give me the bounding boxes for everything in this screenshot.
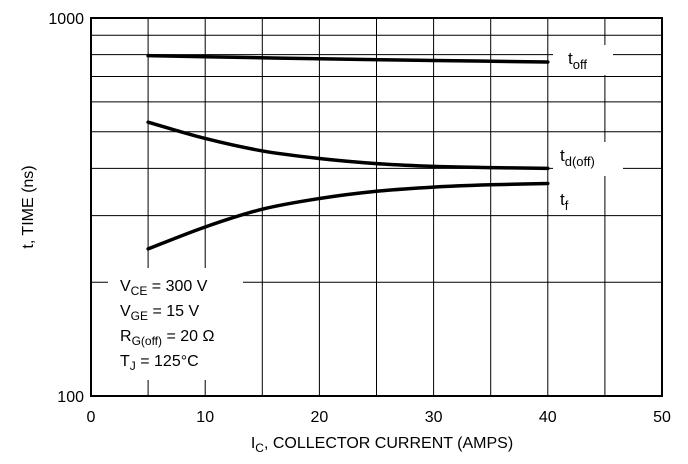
series-label-bg [553, 45, 613, 75]
series-label-tf: tf [560, 190, 569, 213]
series-line-1 [146, 120, 550, 171]
x-tick-label: 50 [653, 409, 671, 426]
series-label-tdoff: td(off) [560, 146, 595, 169]
annotation-tj: TJ = 125°C [120, 353, 199, 373]
series-label-toff: toff [568, 49, 587, 72]
x-axis-title: IC, COLLECTOR CURRENT (AMPS) [251, 435, 513, 455]
plot-frame [90, 17, 663, 397]
series-line-2 [146, 181, 550, 251]
y-axis-title: t, TIME (ns) [20, 165, 37, 248]
x-tick-label: 0 [87, 409, 96, 426]
annotation-vge: VGE = 15 V [120, 303, 199, 323]
grid [91, 18, 662, 396]
series-lines [146, 53, 550, 251]
annotation-rg: RG(off) = 20 Ω [120, 328, 214, 348]
x-tick-label: 20 [311, 409, 329, 426]
x-tick-label: 30 [425, 409, 443, 426]
y-tick-label: 100 [57, 389, 84, 406]
tick-labels: 0 10 20 30 40 50 100 1000 [48, 11, 671, 426]
series-label-bg [553, 186, 583, 214]
series-line-0 [146, 53, 550, 64]
conditions-annotation: VCE = 300 V VGE = 15 V RG(off) = 20 Ω TJ… [108, 268, 243, 380]
x-tick-label: 10 [196, 409, 214, 426]
x-tick-label: 40 [539, 409, 557, 426]
y-tick-label: 1000 [48, 11, 84, 28]
series-label-bg [553, 142, 623, 176]
annotation-vce: VCE = 300 V [120, 278, 208, 298]
